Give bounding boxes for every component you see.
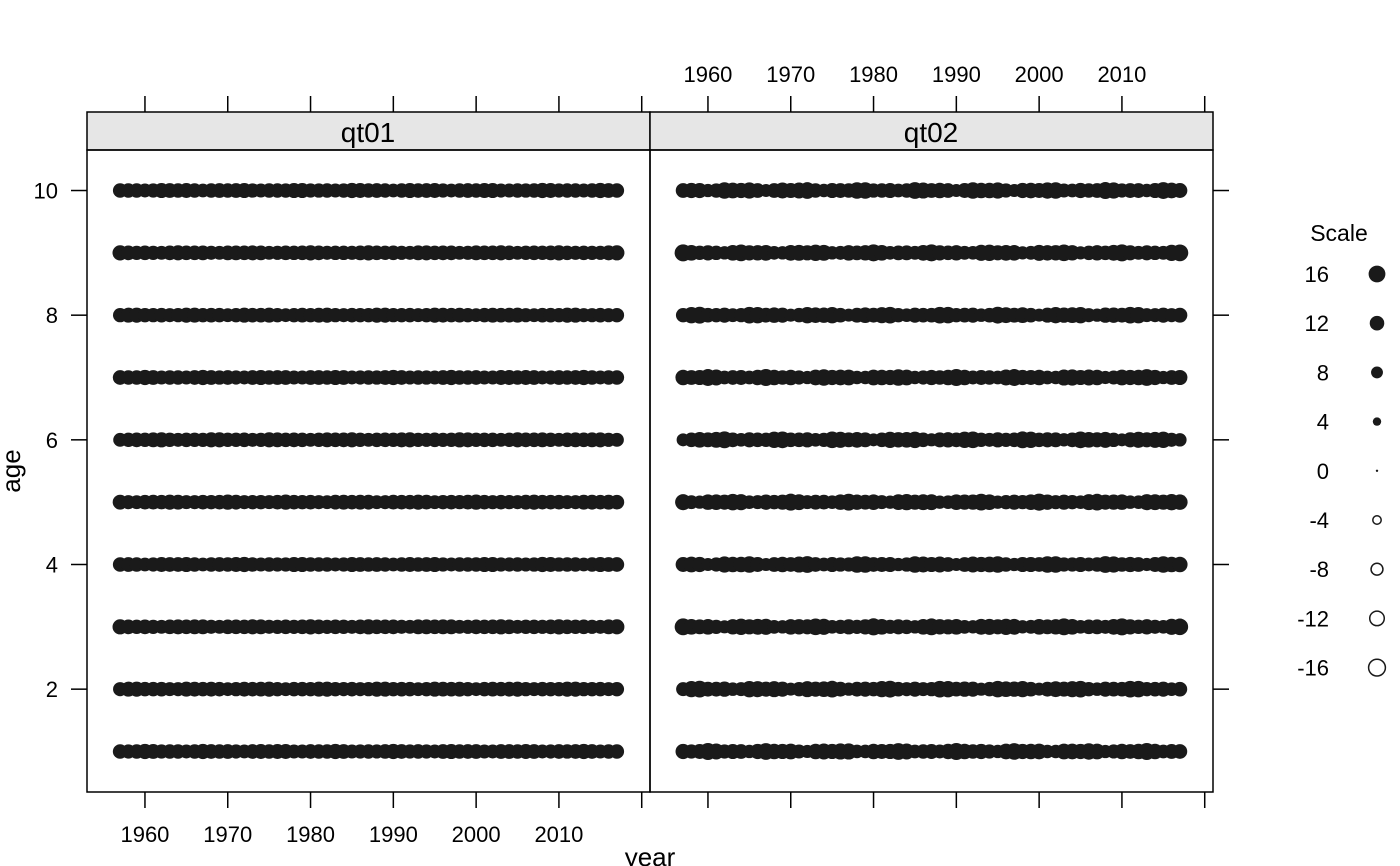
legend-marker [1369, 315, 1385, 331]
data-point [609, 619, 625, 635]
y-tick-label: 10 [34, 179, 58, 204]
data-point [1172, 744, 1188, 759]
legend-marker [1375, 469, 1379, 472]
legend-marker [1372, 515, 1382, 525]
panel-qt02-frame [649, 149, 1214, 793]
legend: Scale 16 12 8 4 0 -4 -8 -12 -16 [1297, 220, 1387, 681]
x-tick-label-top: 2000 [1015, 62, 1064, 87]
data-point [609, 370, 625, 385]
data-point [1171, 244, 1189, 262]
legend-label: -8 [1309, 557, 1329, 582]
panel-qt01-strip [86, 111, 651, 151]
data-point [609, 245, 625, 261]
data-point [1172, 307, 1188, 323]
data-point [1172, 494, 1188, 510]
legend-label: 4 [1317, 410, 1329, 435]
x-tick-label-top: 1960 [683, 62, 732, 87]
legend-marker [1368, 265, 1386, 283]
legend-label: 8 [1317, 360, 1329, 385]
data-point [1172, 681, 1188, 697]
y-tick-label: 6 [46, 428, 58, 453]
data-point [1172, 369, 1188, 386]
x-tick-label-top: 2010 [1097, 62, 1146, 87]
y-tick-label: 8 [46, 303, 58, 328]
x-tick-label-bottom: 1970 [203, 822, 252, 847]
data-point [609, 744, 625, 759]
data-point [1172, 183, 1188, 198]
legend-marker [1370, 562, 1384, 576]
x-tick-label-bottom: 1990 [369, 822, 418, 847]
x-tick-label-top: 1990 [932, 62, 981, 87]
legend-marker [1367, 658, 1387, 677]
legend-marker [1371, 366, 1383, 379]
x-axis-label: year [625, 842, 676, 866]
y-tick-label: 2 [46, 677, 58, 702]
panel-qt02-points [674, 182, 1189, 761]
x-tick-label-bottom: 1980 [286, 822, 335, 847]
legend-label: -12 [1297, 606, 1329, 631]
data-point [1171, 618, 1189, 636]
x-tick-label-top: 1980 [849, 62, 898, 87]
data-point [609, 494, 625, 510]
data-point [609, 183, 625, 198]
data-point [609, 432, 624, 447]
data-point [609, 557, 625, 572]
panel-qt01-points [112, 182, 625, 760]
x-tick-label-bottom: 2000 [452, 822, 501, 847]
legend-label: -16 [1297, 656, 1329, 681]
y-axis-label: age [0, 449, 26, 492]
x-tick-label-bottom: 2010 [534, 822, 583, 847]
legend-label: -4 [1309, 508, 1329, 533]
legend-title: Scale [1310, 220, 1368, 246]
panel-qt01: qt01 [86, 111, 651, 793]
legend-marker [1368, 610, 1386, 627]
data-point [1172, 556, 1188, 573]
legend-label: 16 [1305, 262, 1329, 287]
x-tick-label-bottom: 1960 [120, 822, 169, 847]
panel-qt01-strip-label: qt01 [341, 117, 396, 148]
legend-marker [1372, 417, 1382, 426]
x-tick-label-top: 1970 [766, 62, 815, 87]
y-tick-label: 4 [46, 552, 58, 577]
panel-qt02: qt02 [649, 111, 1214, 793]
panel-qt02-strip-label: qt02 [904, 117, 959, 148]
data-point [609, 681, 625, 697]
panel-qt02-strip [649, 111, 1214, 151]
data-point [609, 307, 625, 323]
axes: 1960 1970 1980 1990 2000 2010 1960 1970 1980 1990… [34, 62, 1229, 847]
legend-label: 0 [1317, 459, 1329, 484]
data-point [1173, 433, 1187, 447]
legend-label: 12 [1305, 311, 1329, 336]
